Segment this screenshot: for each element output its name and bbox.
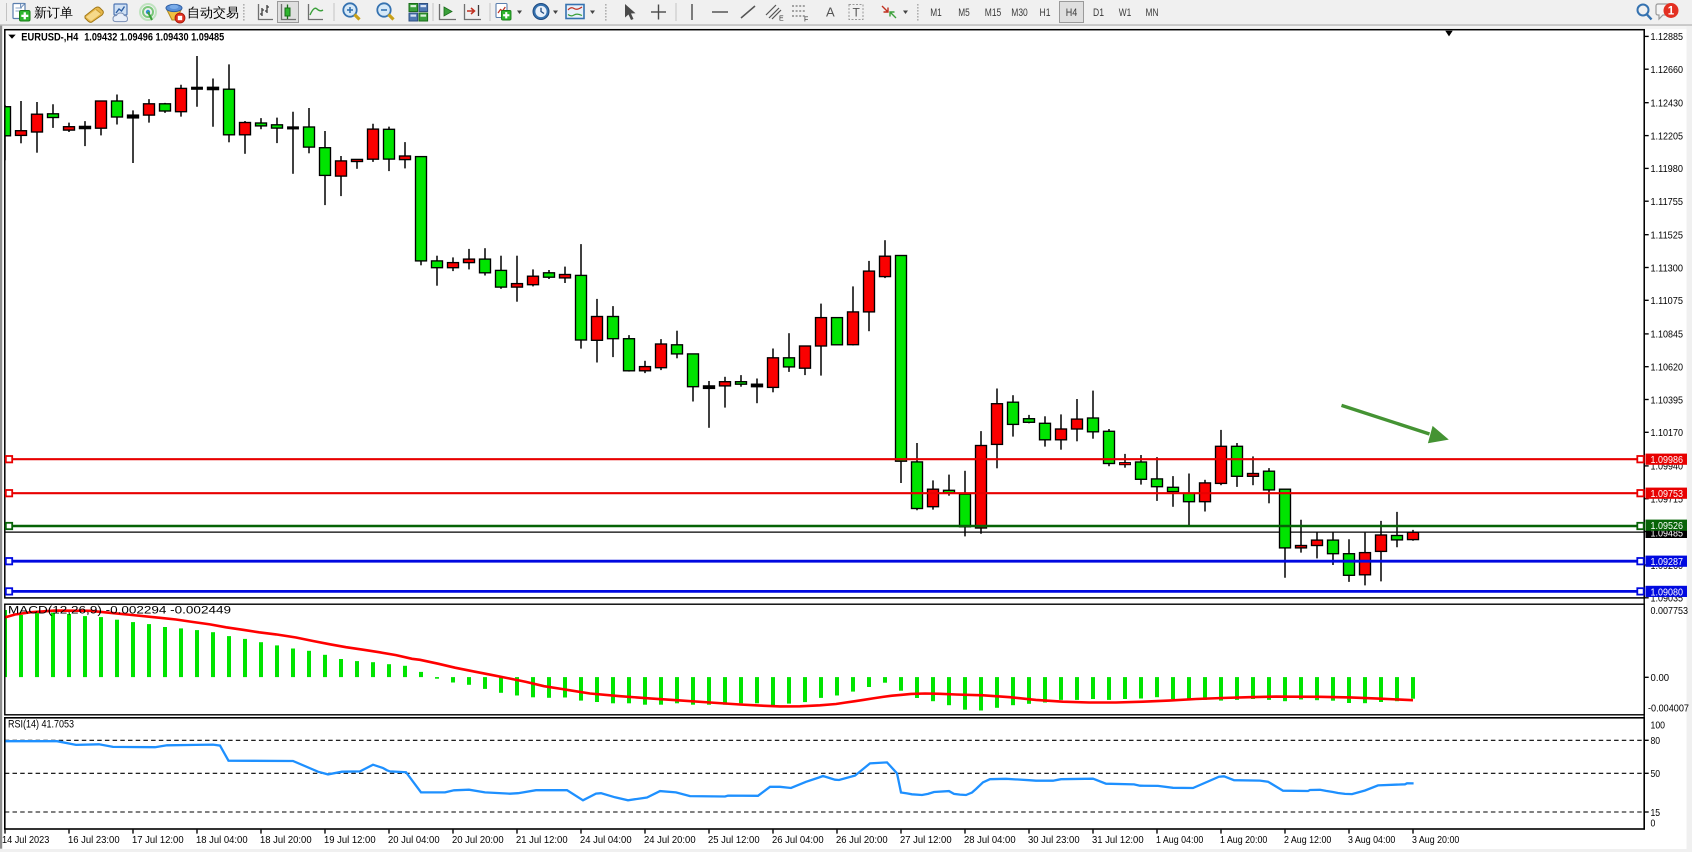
- svg-text:1: 1: [1668, 6, 1675, 18]
- svg-text:1.09753: 1.09753: [1651, 488, 1684, 500]
- svg-text:H1: H1: [1040, 7, 1051, 19]
- svg-text:1.10620: 1.10620: [1651, 362, 1684, 374]
- svg-text:26 Jul 20:00: 26 Jul 20:00: [836, 834, 888, 846]
- svg-text:F: F: [804, 17, 808, 24]
- svg-text:A: A: [826, 5, 835, 20]
- svg-text:1.10845: 1.10845: [1651, 329, 1684, 341]
- svg-text:H4: H4: [1066, 7, 1078, 19]
- svg-text:24 Jul 20:00: 24 Jul 20:00: [644, 834, 696, 846]
- svg-text:3 Aug 04:00: 3 Aug 04:00: [1348, 834, 1395, 846]
- svg-text:MACD(12,26,9) -0.002294 -0.002: MACD(12,26,9) -0.002294 -0.002449: [8, 605, 231, 617]
- svg-text:RSI(14) 41.7053: RSI(14) 41.7053: [8, 719, 74, 731]
- svg-text:21 Jul 12:00: 21 Jul 12:00: [516, 834, 568, 846]
- svg-text:27 Jul 12:00: 27 Jul 12:00: [900, 834, 952, 846]
- svg-text:1.09432 1.09496 1.09430 1.0948: 1.09432 1.09496 1.09430 1.09485: [84, 31, 224, 43]
- svg-text:T: T: [853, 6, 861, 20]
- svg-text:17 Jul 12:00: 17 Jul 12:00: [132, 834, 184, 846]
- svg-text:20 Jul 20:00: 20 Jul 20:00: [452, 834, 504, 846]
- svg-text:1.10170: 1.10170: [1651, 427, 1684, 439]
- svg-text:1.12885: 1.12885: [1651, 31, 1684, 43]
- svg-text:50: 50: [1651, 768, 1661, 780]
- svg-text:1.12430: 1.12430: [1651, 98, 1684, 110]
- svg-text:1.10395: 1.10395: [1651, 394, 1684, 406]
- svg-text:1.11755: 1.11755: [1651, 196, 1684, 208]
- svg-text:M15: M15: [985, 7, 1002, 19]
- svg-text:1.09080: 1.09080: [1651, 586, 1684, 598]
- svg-text:16 Jul 23:00: 16 Jul 23:00: [68, 834, 120, 846]
- svg-text:24 Jul 04:00: 24 Jul 04:00: [580, 834, 632, 846]
- svg-text:E: E: [779, 16, 784, 23]
- svg-text:14 Jul 2023: 14 Jul 2023: [2, 834, 49, 846]
- svg-text:18 Jul 20:00: 18 Jul 20:00: [260, 834, 312, 846]
- svg-text:26 Jul 04:00: 26 Jul 04:00: [772, 834, 824, 846]
- svg-text:2 Aug 12:00: 2 Aug 12:00: [1284, 834, 1331, 846]
- svg-text:W1: W1: [1119, 7, 1132, 19]
- svg-text:80: 80: [1651, 735, 1661, 747]
- svg-text:M5: M5: [958, 7, 970, 19]
- svg-text:19 Jul 12:00: 19 Jul 12:00: [324, 834, 376, 846]
- svg-text:100: 100: [1651, 719, 1666, 731]
- svg-text:31 Jul 12:00: 31 Jul 12:00: [1092, 834, 1144, 846]
- svg-text:1 Aug 20:00: 1 Aug 20:00: [1220, 834, 1267, 846]
- svg-text:1.12205: 1.12205: [1651, 130, 1684, 142]
- svg-text:3 Aug 20:00: 3 Aug 20:00: [1412, 834, 1459, 846]
- svg-text:1 Aug 04:00: 1 Aug 04:00: [1156, 834, 1203, 846]
- svg-text:D1: D1: [1093, 7, 1104, 19]
- svg-text:1.11300: 1.11300: [1651, 262, 1684, 274]
- svg-text:20 Jul 04:00: 20 Jul 04:00: [388, 834, 440, 846]
- svg-text:EURUSD-,H4: EURUSD-,H4: [21, 31, 78, 43]
- svg-text:M30: M30: [1011, 7, 1028, 19]
- svg-text:0.00: 0.00: [1651, 672, 1670, 684]
- svg-text:1.09287: 1.09287: [1651, 556, 1684, 568]
- svg-text:M1: M1: [930, 7, 942, 19]
- svg-text:1.09986: 1.09986: [1651, 454, 1684, 466]
- svg-text:1.12660: 1.12660: [1651, 64, 1684, 76]
- svg-text:1.11075: 1.11075: [1651, 295, 1684, 307]
- svg-text:1.11980: 1.11980: [1651, 163, 1684, 175]
- svg-text:MN: MN: [1146, 7, 1159, 19]
- svg-text:1.11525: 1.11525: [1651, 230, 1684, 242]
- svg-text:0: 0: [1651, 818, 1656, 830]
- svg-text:30 Jul 23:00: 30 Jul 23:00: [1028, 834, 1080, 846]
- svg-text:18 Jul 04:00: 18 Jul 04:00: [196, 834, 248, 846]
- svg-text:28 Jul 04:00: 28 Jul 04:00: [964, 834, 1016, 846]
- svg-text:25 Jul 12:00: 25 Jul 12:00: [708, 834, 760, 846]
- svg-text:1.09526: 1.09526: [1651, 520, 1684, 532]
- svg-text:0.007753: 0.007753: [1651, 605, 1689, 617]
- svg-text:-0.004007: -0.004007: [1648, 703, 1689, 715]
